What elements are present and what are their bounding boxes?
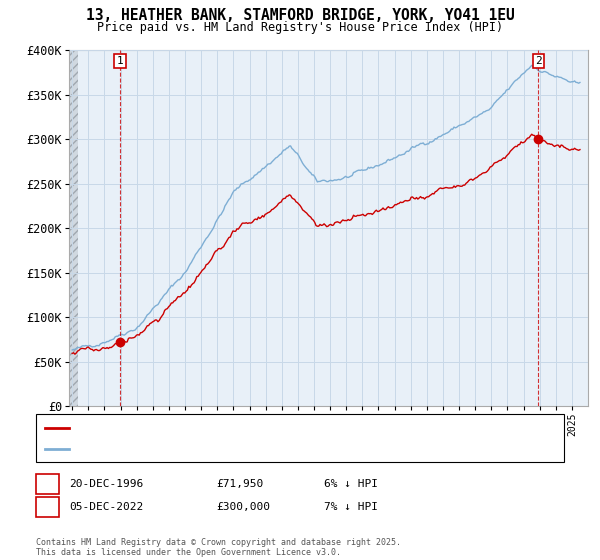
- Bar: [69, 50, 78, 406]
- Text: £71,950: £71,950: [216, 479, 263, 489]
- Text: Price paid vs. HM Land Registry's House Price Index (HPI): Price paid vs. HM Land Registry's House …: [97, 21, 503, 34]
- Text: 05-DEC-2022: 05-DEC-2022: [69, 502, 143, 512]
- Text: £300,000: £300,000: [216, 502, 270, 512]
- Text: 20-DEC-1996: 20-DEC-1996: [69, 479, 143, 489]
- Text: 7% ↓ HPI: 7% ↓ HPI: [324, 502, 378, 512]
- Text: 13, HEATHER BANK, STAMFORD BRIDGE, YORK, YO41 1EU: 13, HEATHER BANK, STAMFORD BRIDGE, YORK,…: [86, 8, 514, 24]
- Text: 6% ↓ HPI: 6% ↓ HPI: [324, 479, 378, 489]
- Text: 2: 2: [44, 502, 51, 512]
- Text: HPI: Average price, detached house, East Riding of Yorkshire: HPI: Average price, detached house, East…: [75, 444, 450, 454]
- Text: 1: 1: [44, 479, 51, 489]
- Text: 1: 1: [116, 56, 124, 66]
- Text: Contains HM Land Registry data © Crown copyright and database right 2025.
This d: Contains HM Land Registry data © Crown c…: [36, 538, 401, 557]
- Text: 13, HEATHER BANK, STAMFORD BRIDGE, YORK, YO41 1EU (detached house): 13, HEATHER BANK, STAMFORD BRIDGE, YORK,…: [75, 423, 487, 433]
- Text: 2: 2: [535, 56, 542, 66]
